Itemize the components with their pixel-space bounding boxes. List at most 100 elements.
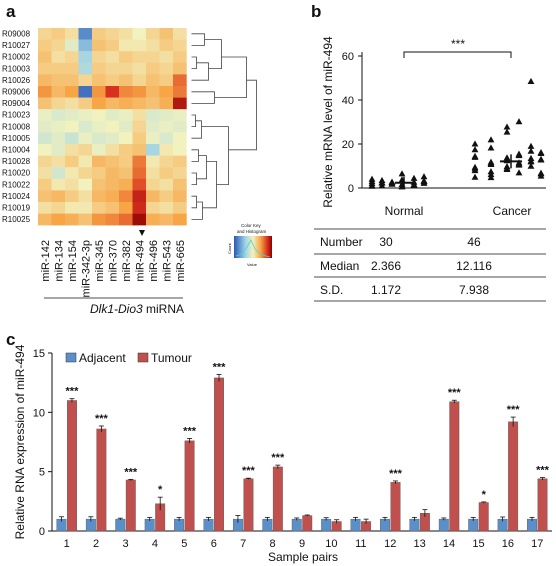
heatmap-cell [132,120,147,133]
heatmap-row-label: R10027 [2,41,31,50]
heatmap-cell [119,132,133,145]
heatmap-row-label: R10026 [2,76,31,85]
heatmap-cell [51,74,66,87]
heatmap-cell [65,132,79,145]
bar-x-tick-label: 8 [270,538,276,550]
color-key-xlabel: Value [247,262,258,267]
heatmap-cell [65,62,79,75]
heatmap-column-label: miR-154 [67,240,79,282]
heatmap-cell [146,155,160,168]
heatmap-cell [92,109,106,121]
heatmap-cell [38,86,52,98]
heatmap-row-label: R10002 [2,53,31,62]
bar-y-tick-label: 0 [39,526,45,538]
stats-cell: 1.172 [371,283,401,297]
heatmap-cell [92,51,106,63]
bar-significance: *** [183,425,197,437]
heatmap-column-label: miR-665 [175,240,187,282]
bar-adjacent [321,518,332,532]
heatmap-row-labels: R09008 R10027 R10002 R10003 R10026 R09006 R090… [2,30,31,225]
heatmap-cell [132,28,147,40]
scatter-group-cancer: Cancer [493,204,532,218]
heatmap-cell [159,74,174,87]
scatter-point [487,174,495,181]
heatmap-cell [51,86,66,98]
heatmap-cell [119,62,133,75]
heatmap-column-label: miR-142 [40,240,52,282]
heatmap-cell [146,213,160,226]
heatmap-cell [78,155,93,168]
legend-swatch-adjacent [65,352,77,363]
heatmap-cell [173,132,187,145]
color-key-title-1: Color Key [241,223,262,228]
heatmap-cell [38,51,52,63]
bar-tumour [537,478,548,532]
heatmap-cell [132,39,147,52]
stats-row-label: Median [320,259,359,273]
heatmap-row-label: R10005 [2,134,31,143]
scatter-ylabel: Relative mRNA level of miR-494 [321,36,335,208]
heatmap-cell [132,167,147,179]
heatmap-cell [65,167,79,179]
heatmap-cell [92,178,106,191]
heatmap-cell [146,97,160,110]
heatmap-cell [92,28,106,40]
heatmap-row-label: R10023 [2,111,31,120]
scatter-y-tick-label: 40 [342,95,354,107]
heatmap-row-label: R10020 [2,169,31,178]
scatter-point [527,162,535,169]
heatmap-cell [132,190,147,203]
heatmap-cell [51,120,66,133]
heatmap-row-label: R10008 [2,122,31,131]
bar-significance: *** [271,452,285,464]
heatmap-cell [105,120,120,133]
heatmap-cell [92,144,106,156]
heatmap-cell [173,120,187,133]
scatter-point [527,77,535,85]
heatmap-cell [105,213,120,226]
heatmap-cell [65,51,79,63]
heatmap-cell [38,144,52,156]
scatter-y-tick-label: 0 [348,183,354,195]
heatmap-cell [159,144,174,156]
heatmap-cell [105,155,120,168]
heatmap-column-label: miR-342-3p [80,240,92,297]
heatmap-cell [146,109,160,121]
color-key-histogram [235,239,271,258]
scatter-point [410,181,418,188]
dendrogram-branch [191,149,199,162]
bar-significance: *** [536,465,550,477]
bar-x-tick-label: 3 [122,538,128,550]
dendrogram-branch [202,160,217,209]
heatmap-cell [92,74,106,87]
heatmap-cell [92,132,106,145]
heatmap-cell [51,213,66,226]
bar-significance: *** [242,465,256,477]
heatmap-cells [38,28,187,226]
color-key: Color Key and Histogram Count Value [227,223,272,267]
bar-adjacent [291,518,302,532]
scatter-y-tick-label: 20 [342,139,354,151]
heatmap-cell [105,62,120,75]
legend-label-tumour: Tumour [151,351,192,365]
panel-label-a: a [6,2,16,21]
panel-label-b: b [311,2,321,21]
bar-x-tick-label: 17 [531,538,543,550]
dendrogram-branch [228,79,257,151]
stats-cell: 7.938 [459,283,489,297]
heatmap-cell [119,120,133,133]
heatmap-cell [92,213,106,226]
heatmap-cell [92,167,106,179]
heatmap-cell [132,62,147,75]
heatmap-cell [159,62,174,75]
heatmap-cell [38,97,52,110]
scatter-point [527,158,535,165]
heatmap-cell [92,62,106,75]
heatmap-cell [146,167,160,179]
scatter-point [527,142,535,149]
heatmap-cell [38,190,52,203]
heatmap-cell [119,190,133,203]
bar-tumour [449,401,460,532]
bar-x-tick-label: 5 [181,538,187,550]
heatmap-xlabel-suffix: miRNA [143,302,184,316]
